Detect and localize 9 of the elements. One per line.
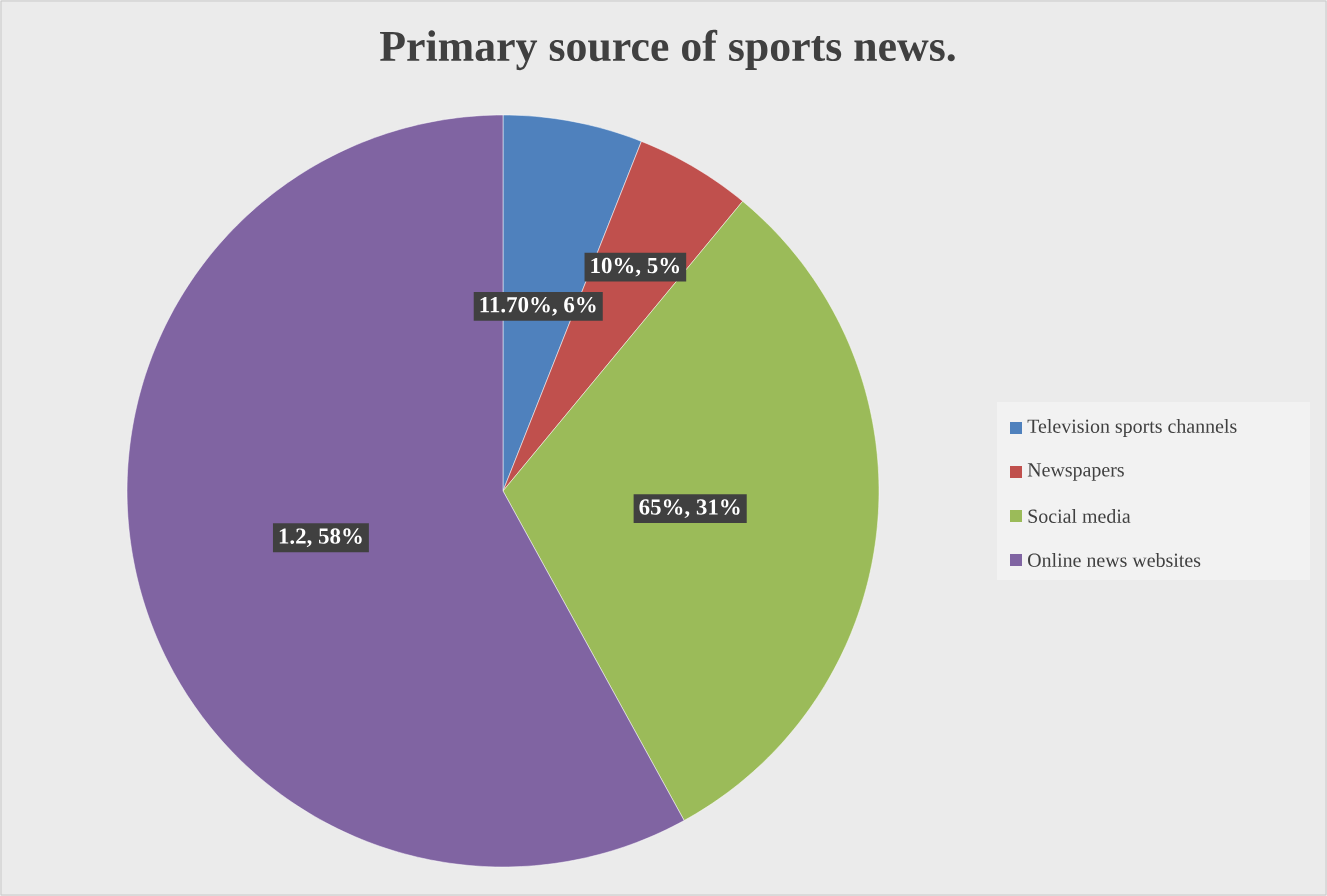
- data-label: 65%, 31%: [639, 499, 740, 519]
- data-label: 10%, 5%: [591, 257, 680, 277]
- legend-label: Television sports channels: [1027, 418, 1237, 438]
- legend-label: Newspapers: [1027, 463, 1124, 481]
- data-label: 11.70%, 6%: [480, 296, 596, 316]
- chart-title: Primary source of sports news.: [380, 29, 955, 71]
- legend-label: Online news websites: [1028, 552, 1201, 567]
- legend-label: Social media: [1028, 508, 1131, 523]
- data-label: 1.2, 58%: [279, 528, 362, 548]
